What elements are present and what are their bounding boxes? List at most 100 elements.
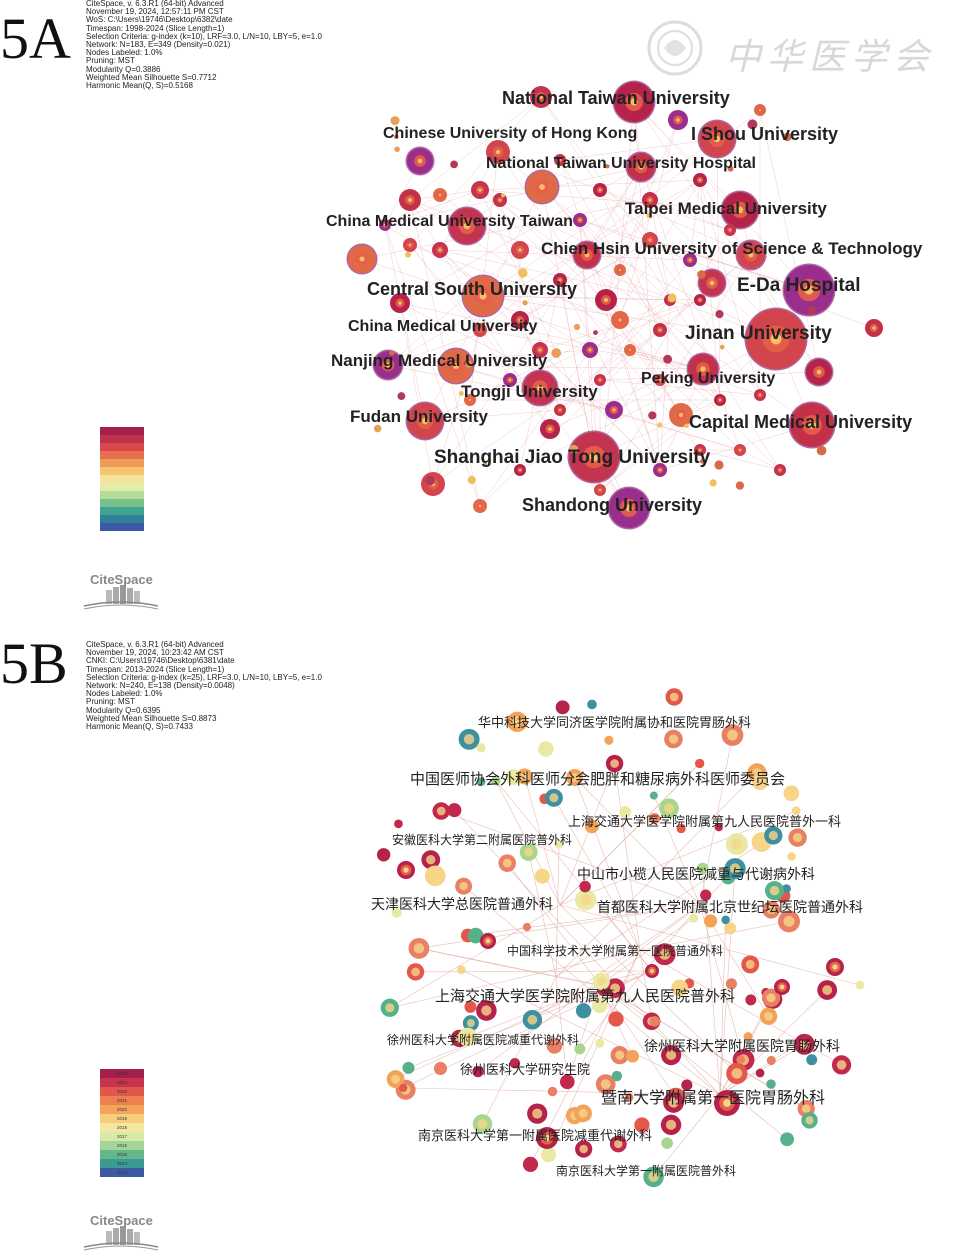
- network-edge: [541, 186, 621, 271]
- network-node: [575, 1140, 593, 1158]
- network-node: [719, 344, 725, 350]
- network-node: [686, 352, 720, 386]
- network-edge: [389, 949, 641, 1009]
- network-node: [530, 86, 552, 108]
- network-node: [645, 964, 659, 978]
- network-node: [694, 758, 705, 769]
- network-node: [648, 411, 657, 420]
- network-node: [465, 361, 472, 368]
- network-node: [511, 241, 529, 259]
- network-node: [402, 1061, 415, 1074]
- node-label: Shandong University: [522, 495, 702, 515]
- legend-swatch: [100, 439, 144, 443]
- nodes-b: [376, 688, 865, 1188]
- legend-swatch: 2017: [100, 1132, 144, 1141]
- network-node: [696, 862, 709, 875]
- network-node: [457, 965, 466, 975]
- legend-year: 2016: [116, 1143, 127, 1148]
- network-node: [747, 119, 758, 130]
- network-edge: [555, 772, 758, 978]
- network-node: [642, 232, 658, 248]
- network-edge: [540, 96, 781, 471]
- network-node: [649, 1016, 661, 1027]
- legend-swatch: 2019: [100, 1114, 144, 1123]
- network-node: [541, 1147, 557, 1163]
- legend-swatch: [100, 467, 144, 471]
- network-node: [683, 253, 697, 267]
- network-node: [391, 907, 402, 918]
- timeline-legend-b: 2024 2023 2022 2021 2020 2019 2018 2017 2016 2015…: [100, 1069, 144, 1177]
- legend-swatch: [100, 507, 144, 511]
- network-node: [693, 173, 707, 187]
- network-edge: [579, 219, 704, 370]
- network-node: [761, 988, 781, 1007]
- network-node: [697, 119, 737, 159]
- network-node: [509, 1057, 521, 1069]
- network-edge: [384, 166, 642, 226]
- network-edge: [599, 379, 761, 396]
- network-node: [660, 1114, 682, 1136]
- meta-line: Weighted Mean Silhouette S=0.7712: [86, 72, 217, 82]
- network-node: [390, 293, 410, 313]
- network-node: [473, 323, 487, 337]
- network-node: [766, 1055, 776, 1066]
- network-node: [665, 688, 683, 706]
- network-node: [397, 861, 415, 879]
- network-node: [605, 401, 623, 419]
- network-edge: [439, 249, 671, 301]
- network-node: [522, 1156, 539, 1172]
- network-node: [689, 913, 699, 923]
- network-node: [433, 1061, 448, 1076]
- node-label: 上海交通大学医学院附属第九人民医院普外科: [435, 987, 735, 1005]
- legend-swatch: [100, 491, 144, 495]
- node-label: 上海交通大学医学院附属第九人民医院普外一科: [568, 814, 841, 830]
- network-node: [791, 806, 801, 815]
- network-node: [783, 785, 800, 802]
- node-label: Tongji University: [461, 382, 598, 401]
- legend-swatch: [100, 431, 144, 435]
- node-label: Chinese University of Hong Kong: [383, 125, 637, 142]
- network-edge: [479, 329, 661, 507]
- network-node: [654, 374, 666, 386]
- network-node: [551, 348, 562, 358]
- network-node: [514, 464, 526, 476]
- legend-swatch: [100, 479, 144, 483]
- network-edge: [477, 904, 701, 1072]
- network-edge: [559, 299, 671, 411]
- network-edge: [605, 166, 642, 301]
- network-node: [762, 900, 781, 919]
- node-label: 中山市小榄人民医院减重与代谢病外科: [577, 866, 815, 883]
- network-node: [727, 165, 734, 172]
- network-node: [801, 1112, 818, 1129]
- network-edge: [519, 179, 701, 321]
- network-node: [546, 1038, 563, 1054]
- network-node: [664, 729, 683, 749]
- network-node: [643, 1166, 664, 1188]
- network-edge: [599, 254, 752, 491]
- legend-year: 2020: [116, 1107, 127, 1112]
- node-label: Shanghai Jiao Tong University: [434, 447, 711, 468]
- network-node: [582, 342, 598, 358]
- node-label: National Taiwan University: [502, 88, 730, 108]
- network-node: [759, 1007, 778, 1025]
- network-node: [694, 294, 706, 306]
- network-edge: [559, 138, 718, 161]
- legend-year: 2018: [116, 1125, 127, 1130]
- network-node: [592, 997, 608, 1014]
- network-node: [579, 880, 591, 893]
- panel-a: 5A CiteSpace, v. 6.3.R1 (64-bit) Advance…: [0, 0, 963, 625]
- network-node: [608, 1011, 624, 1027]
- network-node: [455, 877, 473, 895]
- network-node: [437, 347, 475, 385]
- node-label: 南京医科大学第一附属医院普外科: [556, 1163, 736, 1178]
- network-node: [604, 735, 614, 745]
- network-edge: [579, 904, 701, 1050]
- network-node: [405, 146, 435, 176]
- meta-line: Selection Criteria: g-index (k=25), LRF=…: [86, 672, 322, 682]
- network-node: [432, 242, 448, 258]
- network-node: [594, 484, 606, 496]
- node-label: China Medical University Taiwan: [326, 213, 573, 230]
- network-node: [403, 238, 417, 252]
- network-node: [816, 445, 827, 456]
- network-edge: [574, 777, 641, 951]
